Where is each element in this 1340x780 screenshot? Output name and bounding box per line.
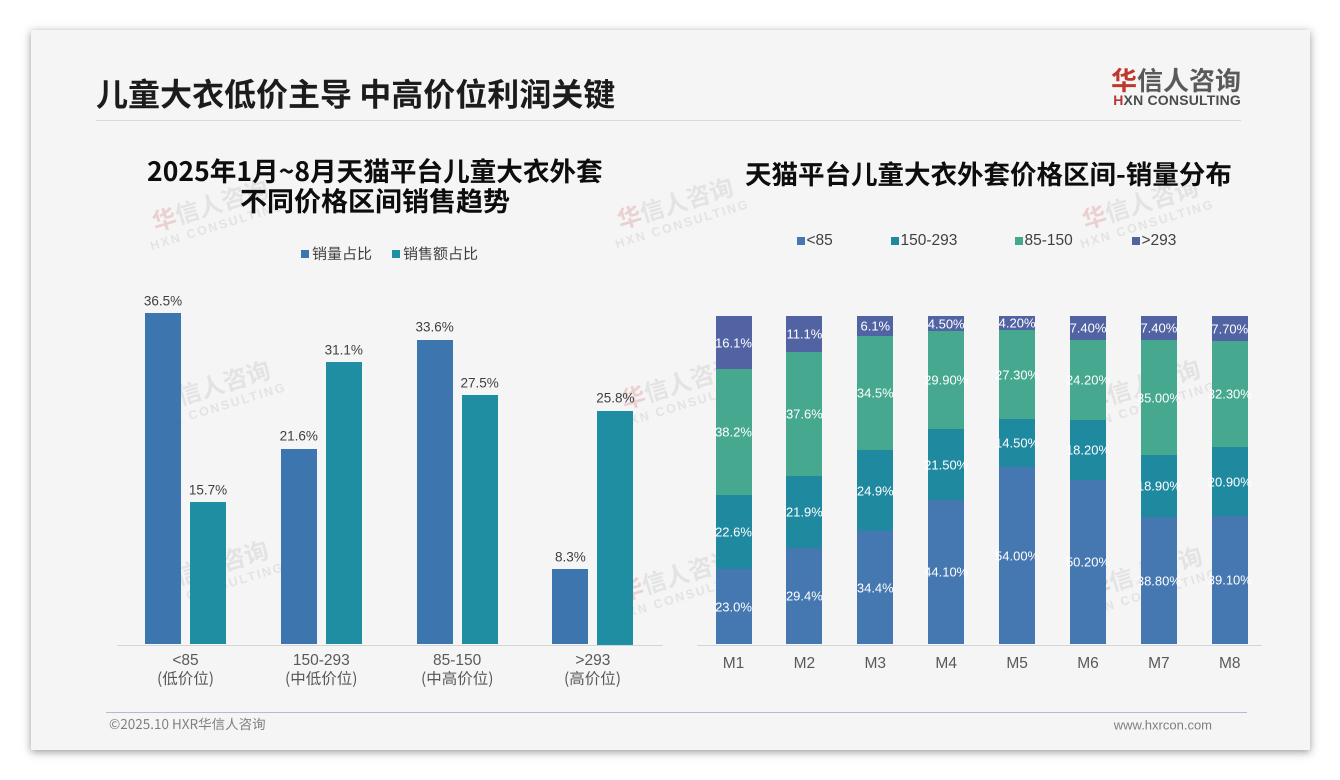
svg-text:HXN CONSULTING: HXN CONSULTING — [613, 197, 751, 251]
